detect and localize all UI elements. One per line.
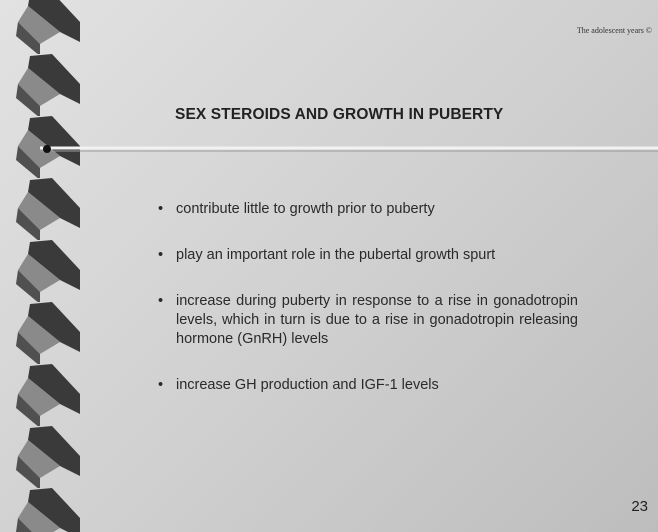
- bullet-list: contribute little to growth prior to pub…: [158, 200, 578, 422]
- bullet: contribute little to growth prior to pub…: [158, 200, 578, 219]
- page-number: 23: [631, 498, 648, 515]
- bullet: play an important role in the pubertal g…: [158, 246, 578, 265]
- bullet: increase during puberty in response to a…: [158, 292, 578, 349]
- bullet: increase GH production and IGF-1 levels: [158, 376, 578, 395]
- slide: The adolescent years © SEX STEROIDS AND …: [0, 0, 658, 532]
- running-header: The adolescent years ©: [577, 26, 652, 35]
- slide-title: SEX STEROIDS AND GROWTH IN PUBERTY: [175, 106, 503, 124]
